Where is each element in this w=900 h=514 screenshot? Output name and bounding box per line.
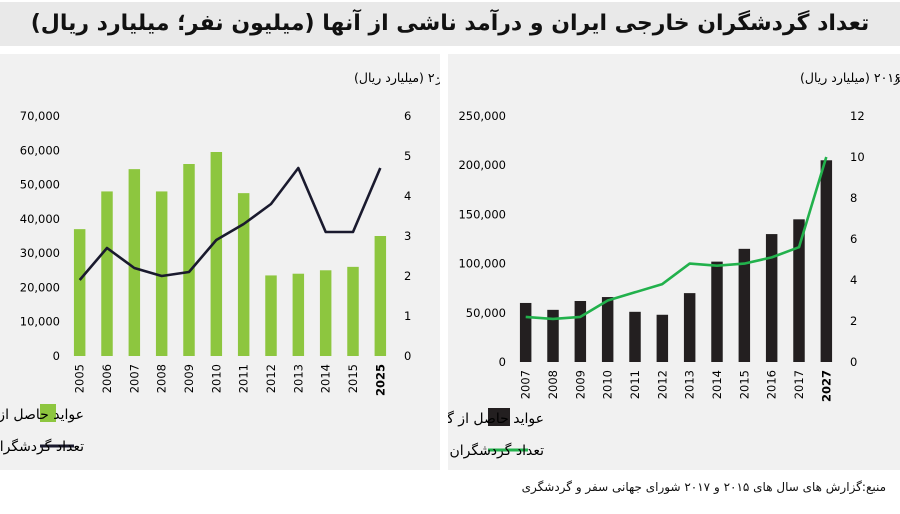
left-tick-label: 10,000: [20, 315, 60, 329]
x-tick-label: 2027: [819, 370, 833, 402]
right-tick-label: 0: [404, 349, 411, 363]
right-tick-label: 4: [850, 273, 857, 287]
x-tick-label: 2012: [655, 370, 669, 399]
chart-bar: [820, 160, 833, 362]
x-tick-label: 2009: [573, 370, 587, 399]
chart-bar: [519, 302, 532, 362]
left-tick-label: 0: [53, 349, 60, 363]
right-tick-label: 6: [850, 232, 857, 246]
right-tick-label: 2: [404, 269, 411, 283]
x-tick-label: 2014: [319, 364, 333, 393]
right-axis-title: میلیون‌نفر: [893, 70, 900, 86]
chart-bar: [601, 297, 614, 362]
chart-bar: [183, 164, 195, 356]
right-tick-label: 8: [850, 191, 857, 205]
x-tick-label: 2005: [73, 364, 87, 393]
chart-bar: [237, 193, 250, 356]
left-chart-panel: برحسب قیمت‌های ثابت سال ۲۰۱۴ (میلیارد ری…: [0, 54, 608, 470]
x-tick-label: 2025: [373, 364, 387, 396]
chart-bar: [155, 191, 168, 356]
x-tick-label: 2008: [155, 364, 169, 393]
right-tick-label: 5: [404, 149, 411, 163]
x-tick-label: 2016: [765, 370, 779, 399]
x-tick-label: 2010: [209, 364, 223, 393]
chart-bar: [347, 266, 359, 356]
left-tick-label: 0: [499, 355, 506, 369]
right-tick-label: 4: [404, 189, 411, 203]
left-tick-label: 50,000: [466, 306, 506, 320]
x-tick-label: 2011: [237, 364, 251, 393]
source-note: منبع:گزارش های سال های ۲۰۱۵ و ۲۰۱۷ شورای…: [521, 480, 886, 494]
page-title: تعداد گردشگران خارجی ایران و درآمد ناشی …: [0, 2, 900, 46]
left-tick-label: 100,000: [458, 257, 506, 271]
chart-right: برحسب قیمت‌های ثابت سال ۲۰۱۶ (میلیارد ری…: [347, 70, 900, 459]
chart-bar: [765, 234, 778, 362]
chart-bar: [319, 270, 332, 356]
left-tick-label: 200,000: [458, 158, 506, 172]
x-tick-label: 2015: [737, 370, 751, 399]
legend-swatch-bar: [40, 404, 56, 422]
chart-bar: [574, 300, 587, 362]
legend-swatch-bar: [488, 408, 510, 426]
left-tick-label: 50,000: [20, 178, 60, 192]
legend-label-line: تعداد گردشگران خارجی: [448, 442, 544, 459]
chart-bar: [210, 152, 223, 356]
chart-bar: [793, 219, 805, 362]
x-tick-label: 2013: [291, 364, 305, 393]
legend-label-bar: عواید حاصل از گردشگران خارجی: [448, 410, 544, 427]
chart-bar: [265, 275, 277, 356]
x-tick-label: 2010: [601, 370, 615, 399]
x-tick-label: 2007: [127, 364, 141, 393]
chart-bar: [683, 293, 696, 362]
x-tick-label: 2006: [100, 364, 114, 393]
right-tick-label: 6: [404, 109, 411, 123]
x-tick-label: 2017: [792, 370, 806, 399]
chart-bar: [128, 169, 141, 356]
series-line: [525, 156, 828, 321]
x-tick-label: 2012: [264, 364, 278, 393]
left-axis-title: برحسب قیمت‌های ثابت سال ۲۰۱۶ (میلیارد ری…: [800, 70, 900, 86]
right-tick-label: 0: [850, 355, 857, 369]
series-line: [78, 166, 382, 281]
left-tick-label: 30,000: [20, 246, 60, 260]
chart-bar: [101, 191, 113, 356]
right-tick-label: 10: [850, 150, 865, 164]
left-tick-label: 40,000: [20, 212, 60, 226]
chart-bar: [374, 236, 387, 356]
right-tick-label: 12: [850, 109, 865, 123]
chart-bar: [629, 311, 641, 362]
right-tick-label: 1: [404, 309, 411, 323]
right-axis-title: میلیون‌نفر: [435, 70, 440, 86]
chart-bar: [547, 309, 559, 362]
chart-left: برحسب قیمت‌های ثابت سال ۲۰۱۴ (میلیارد ری…: [0, 70, 608, 455]
x-tick-label: 2011: [628, 370, 642, 399]
left-tick-label: 250,000: [458, 109, 506, 123]
left-axis-title: برحسب قیمت‌های ثابت سال ۲۰۱۴ (میلیارد ری…: [354, 70, 440, 86]
chart-bar: [292, 273, 305, 356]
chart-bar: [656, 314, 669, 362]
right-chart-panel: برحسب قیمت‌های ثابت سال ۲۰۱۶ (میلیارد ری…: [347, 54, 900, 470]
chart-bar: [73, 229, 86, 356]
x-tick-label: 2008: [546, 370, 560, 399]
chart-bar: [738, 248, 751, 362]
x-tick-label: 2015: [346, 364, 360, 393]
x-tick-label: 2013: [683, 370, 697, 399]
right-tick-label: 2: [850, 314, 857, 328]
x-tick-label: 2014: [710, 370, 724, 399]
x-tick-label: 2009: [182, 364, 196, 393]
right-tick-label: 3: [404, 229, 411, 243]
left-tick-label: 60,000: [20, 143, 60, 157]
left-tick-label: 150,000: [458, 207, 506, 221]
left-tick-label: 70,000: [20, 109, 60, 123]
legend-label-line: تعداد گردشگران خارجی: [0, 438, 84, 455]
x-tick-label: 2007: [519, 370, 533, 399]
legend-label-bar: عواید حاصل از گردشگران خارجی: [0, 406, 84, 423]
chart-bar: [711, 261, 723, 362]
left-tick-label: 20,000: [20, 280, 60, 294]
